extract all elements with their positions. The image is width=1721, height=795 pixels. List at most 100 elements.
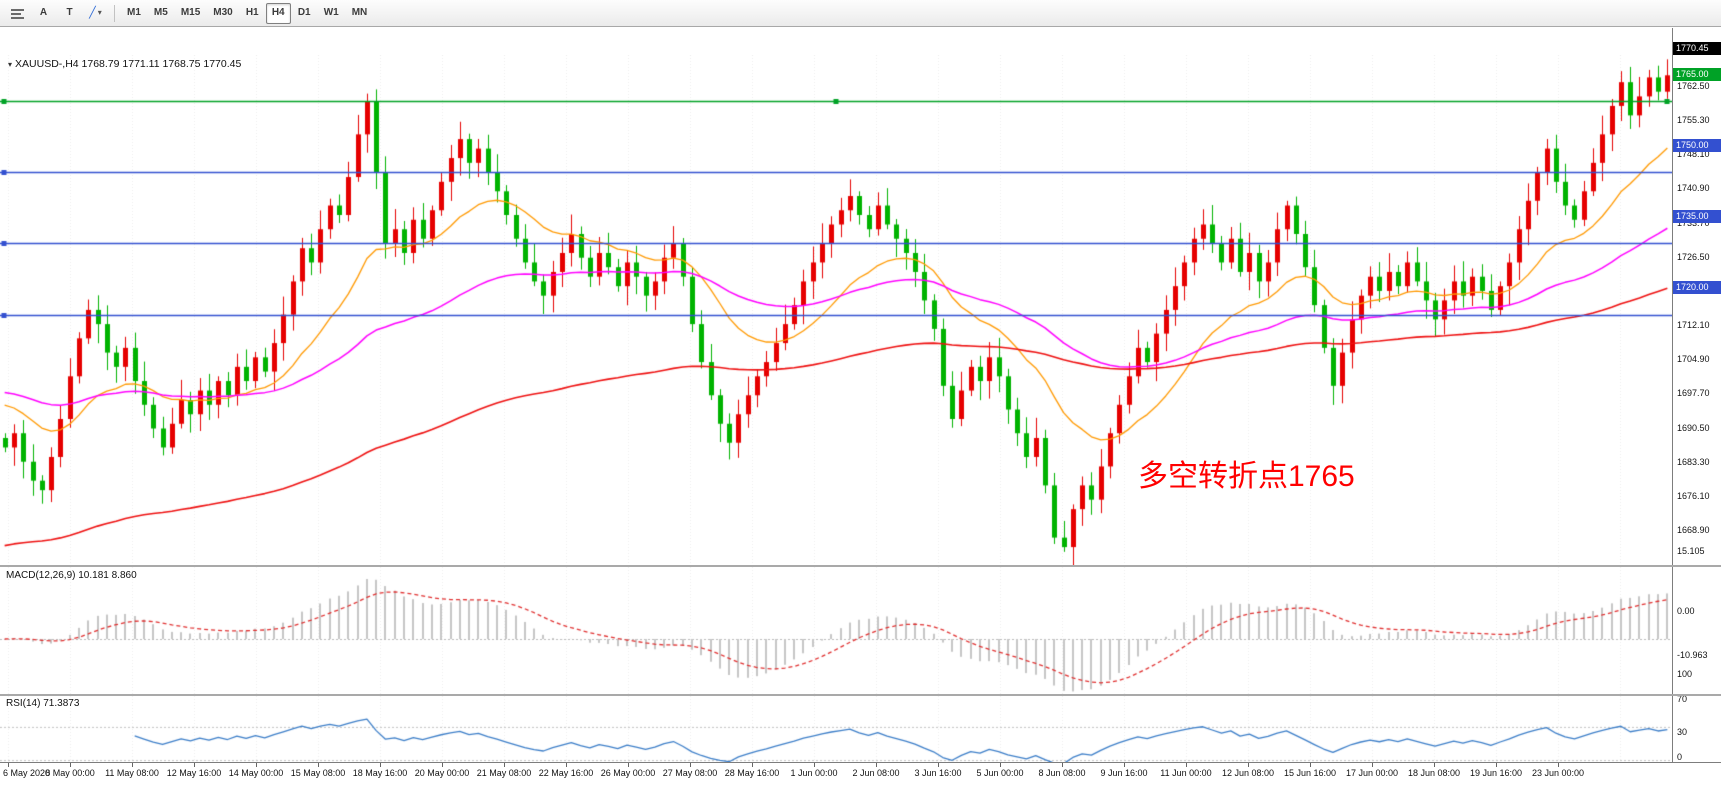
time-tick: [1496, 763, 1497, 767]
pane-separator-macd[interactable]: [0, 565, 1721, 567]
time-axis-label: 12 Jun 08:00: [1221, 768, 1275, 778]
time-axis-label: 15 Jun 16:00: [1283, 768, 1337, 778]
time-axis-label: 9 Jun 16:00: [1100, 768, 1148, 778]
time-axis[interactable]: 6 May 2020 8 May 00:00 11 May 08:00 12 May …: [0, 762, 1721, 795]
macd-scale-label: -10.963: [1677, 649, 1708, 660]
expand-caret-icon: ▾: [8, 60, 13, 69]
time-tick: [8, 763, 9, 767]
hline-price-label: 1765.00: [1673, 67, 1721, 81]
time-axis-label: 15 May 08:00: [290, 768, 346, 778]
rsi-scale-label: 70: [1677, 693, 1688, 704]
time-axis-label: 8 Jun 08:00: [1038, 768, 1086, 778]
text-tool-button[interactable]: T: [66, 7, 73, 18]
macd-scale-label: 15.105: [1677, 546, 1705, 556]
price-tick-label: 1683.30: [1677, 456, 1710, 467]
price-tick-label: 1712.10: [1677, 320, 1710, 331]
time-tick: [194, 763, 195, 767]
time-tick: [1558, 763, 1559, 767]
time-tick: [876, 763, 877, 767]
time-tick: [70, 763, 71, 767]
time-tick: [566, 763, 567, 767]
chart-menu-button[interactable]: [5, 3, 30, 24]
price-tick-label: 1704.90: [1677, 354, 1710, 365]
time-tick: [752, 763, 753, 767]
price-axis[interactable]: 1762.501755.301748.101740.901733.701726.…: [1672, 28, 1721, 762]
timeframe-button-m5[interactable]: M5: [153, 7, 168, 18]
timeframe-button-m1[interactable]: M1: [127, 7, 141, 18]
trendline-icon: ╱: [89, 6, 96, 19]
price-tick-label: 1740.90: [1677, 183, 1710, 194]
price-tick-label: 1676.10: [1677, 490, 1710, 501]
time-tick: [132, 763, 133, 767]
time-tick: [442, 763, 443, 767]
time-tick: [1062, 763, 1063, 767]
rsi-indicator-label: RSI(14) 71.3873: [6, 698, 80, 709]
time-axis-label: 3 Jun 16:00: [914, 768, 962, 778]
toolbar-separator: [114, 4, 115, 22]
time-tick: [1248, 763, 1249, 767]
time-axis-label: 11 Jun 00:00: [1160, 768, 1212, 778]
timeframe-button-w1[interactable]: W1: [323, 7, 339, 18]
price-tick-label: 1726.50: [1677, 251, 1710, 262]
time-tick: [628, 763, 629, 767]
time-axis-label: 18 Jun 08:00: [1407, 768, 1461, 778]
symbol-ohlc-text: XAUUSD-,H4 1768.79 1771.11 1768.75 1770.…: [15, 58, 242, 70]
time-axis-label: 23 Jun 00:00: [1531, 768, 1585, 778]
macd-pane-canvas[interactable]: [0, 567, 1672, 694]
trendline-tool-button[interactable]: ╱ ▾: [83, 3, 108, 24]
time-tick: [938, 763, 939, 767]
hline-price-label: 1750.00: [1673, 138, 1721, 152]
time-axis-label: 18 May 16:00: [352, 768, 408, 778]
dropdown-caret-icon: ▾: [97, 8, 102, 17]
timeframe-button-mn[interactable]: MN: [351, 7, 368, 18]
time-axis-label: 20 May 00:00: [414, 768, 470, 778]
rsi-scale-label: 0: [1677, 752, 1683, 762]
time-tick: [504, 763, 505, 767]
time-tick: [256, 763, 257, 767]
macd-indicator-label: MACD(12,26,9) 10.181 8.860: [6, 570, 137, 581]
time-axis-label: 14 May 00:00: [228, 768, 284, 778]
timeframe-button-h4[interactable]: H4: [265, 2, 291, 24]
time-axis-label: 2 Jun 08:00: [852, 768, 900, 778]
timeframe-button-m15[interactable]: M15: [180, 7, 201, 18]
price-tick-label: 1762.50: [1677, 81, 1710, 92]
time-axis-label: 21 May 08:00: [476, 768, 532, 778]
current-price-label: 1770.45: [1673, 41, 1721, 55]
time-axis-label: 19 Jun 16:00: [1469, 768, 1523, 778]
time-tick: [1372, 763, 1373, 767]
symbol-ohlc-line: ▾ XAUUSD-,H4 1768.79 1771.11 1768.75 1770…: [6, 58, 241, 70]
time-axis-label: 12 May 16:00: [166, 768, 222, 778]
time-tick: [1310, 763, 1311, 767]
price-tick-label: 1690.50: [1677, 422, 1710, 433]
chart-menu-icon: [11, 7, 24, 19]
time-tick: [814, 763, 815, 767]
pane-separator-rsi[interactable]: [0, 694, 1721, 696]
hline-price-label: 1720.00: [1673, 281, 1721, 295]
time-axis-label: 11 May 08:00: [105, 768, 159, 778]
timeframe-button-h1[interactable]: H1: [245, 7, 259, 18]
time-axis-label: 17 Jun 00:00: [1345, 768, 1399, 778]
timeframe-button-m30[interactable]: M30: [213, 7, 233, 18]
time-tick: [1000, 763, 1001, 767]
rsi-scale-label: 30: [1677, 727, 1688, 738]
toolbar: A T ╱ ▾ M1 M5 M15 M30 H1 H4 D1 W1 MN: [0, 0, 1721, 27]
hline-price-label: 1735.00: [1673, 209, 1721, 223]
time-tick: [1434, 763, 1435, 767]
time-axis-label: 26 May 00:00: [600, 768, 656, 778]
time-axis-label: 5 Jun 00:00: [976, 768, 1024, 778]
time-axis-label: 6 May 2020: [3, 768, 51, 778]
price-tick-label: 1748.10: [1677, 149, 1710, 160]
price-tick-label: 1668.90: [1677, 525, 1710, 536]
cursor-tool-button[interactable]: A: [39, 7, 48, 18]
time-tick: [380, 763, 381, 767]
chart-window: ▾ XAUUSD-,H4 1768.79 1771.11 1768.75 1770…: [0, 27, 1721, 795]
timeframe-button-d1[interactable]: D1: [297, 7, 311, 18]
price-tick-label: 1697.70: [1677, 388, 1710, 399]
annotation-text[interactable]: 多空转折点1765: [1138, 460, 1355, 493]
time-tick: [690, 763, 691, 767]
macd-scale-label: 0.00: [1677, 606, 1695, 616]
time-axis-label: 27 May 08:00: [662, 768, 718, 778]
time-tick: [1186, 763, 1187, 767]
price-pane-canvas[interactable]: [0, 55, 1672, 565]
